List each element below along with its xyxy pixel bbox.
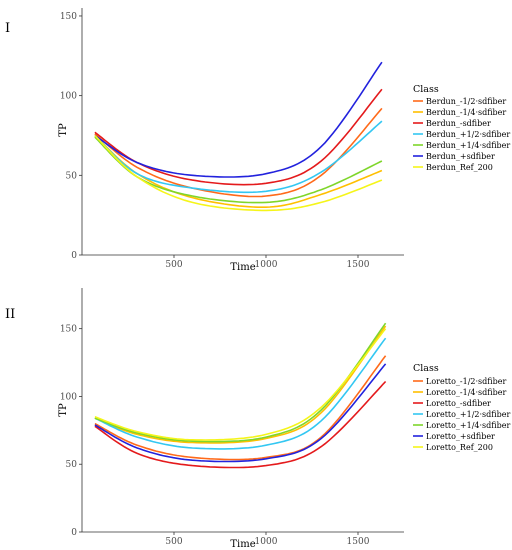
x-tick-label: 1000 (255, 260, 278, 270)
panel-ii-y-label: TP (58, 403, 69, 417)
legend-label: Loretto_+1/2·sdfiber (426, 410, 510, 419)
panel-ii-x-label: Time (230, 539, 255, 550)
panel-i-x-label: Time (230, 262, 255, 273)
panel-ii-legend-title: Class (413, 363, 439, 374)
legend-label: Loretto_-1/4·sdfiber (426, 388, 506, 397)
series-line (94, 325, 387, 444)
panel-ii-y-ticks: 0 50 100 150 (60, 325, 82, 538)
legend-label: Loretto_Ref_200 (426, 443, 493, 452)
y-tick-label: 50 (66, 460, 78, 470)
y-tick-label: 0 (71, 251, 77, 261)
series-line (94, 363, 387, 463)
panel-i-legend-title: Class (413, 84, 439, 95)
x-tick-label: 1500 (347, 537, 370, 547)
legend-label: Loretto_-1/2·sdfiber (426, 377, 506, 386)
series-line (94, 134, 383, 212)
legend-label: Berdun_-1/4·sdfiber (426, 108, 506, 117)
panel-label-ii: II (5, 307, 15, 322)
x-tick-label: 1000 (255, 537, 278, 547)
panel-ii-x-ticks: 500 1000 1500 (165, 532, 370, 547)
series-line (94, 61, 383, 178)
y-tick-label: 0 (71, 528, 77, 538)
panel-i-series (94, 61, 383, 212)
panel-label-i: I (5, 21, 10, 36)
panel-i-x-ticks: 500 1000 1500 (165, 255, 370, 270)
legend-label: Loretto_+1/4·sdfiber (426, 421, 510, 430)
series-line (94, 337, 387, 450)
x-tick-label: 500 (165, 537, 182, 547)
panel-i-y-ticks: 0 50 100 150 (60, 12, 82, 261)
legend-label: Berdun_+1/2·sdfiber (426, 130, 510, 139)
series-line (94, 88, 383, 186)
legend-label: Berdun_+1/4·sdfiber (426, 141, 510, 150)
series-line (94, 355, 387, 461)
x-tick-label: 500 (165, 260, 182, 270)
legend-label: Loretto_+sdfiber (426, 432, 495, 441)
series-line (94, 107, 383, 198)
y-tick-label: 150 (60, 325, 77, 335)
panel-i: I 500 1000 1500 0 50 100 150 Time TP Class Be… (5, 8, 510, 273)
legend-label: Berdun_Ref_200 (426, 163, 493, 172)
series-line (94, 322, 387, 443)
series-line (94, 380, 387, 469)
legend-label: Berdun_-sdfiber (426, 119, 491, 128)
legend-label: Berdun_+sdfiber (426, 152, 495, 161)
legend-label: Berdun_-1/2·sdfiber (426, 97, 506, 106)
y-tick-label: 50 (66, 171, 78, 181)
y-tick-label: 150 (60, 12, 77, 22)
series-line (94, 328, 387, 441)
series-line (94, 120, 383, 194)
panel-i-y-label: TP (58, 123, 69, 137)
panel-ii-series (94, 322, 387, 469)
panel-ii: II 500 1000 1500 0 50 100 150 Time TP Class L… (5, 288, 510, 550)
x-tick-label: 1500 (347, 260, 370, 270)
panel-i-legend: Berdun_-1/2·sdfiber Berdun_-1/4·sdfiber Be… (413, 97, 510, 172)
legend-label: Loretto_-sdfiber (426, 399, 491, 408)
y-tick-label: 100 (60, 92, 77, 102)
y-tick-label: 100 (60, 392, 77, 402)
panel-ii-legend: Loretto_-1/2·sdfiber Loretto_-1/4·sdfiber… (413, 377, 510, 452)
